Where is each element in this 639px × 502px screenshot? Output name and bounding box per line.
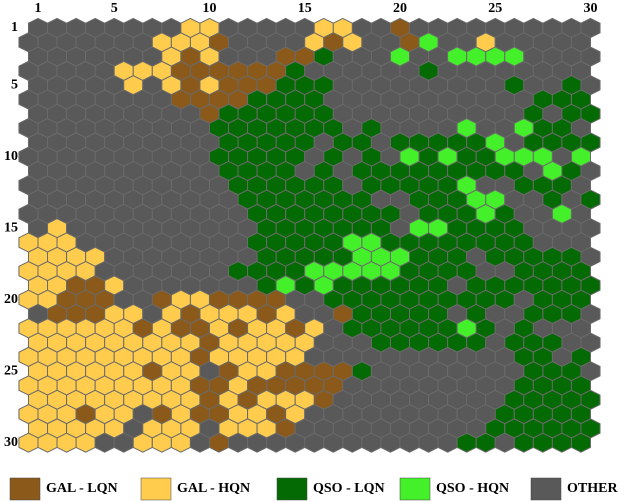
hex-cell bbox=[247, 432, 268, 453]
hex-cell bbox=[37, 432, 58, 453]
hex-cell bbox=[94, 432, 115, 453]
hex-cell bbox=[380, 432, 401, 453]
legend: GAL - LQN GAL - HQN QSO - LQN QSO - HQN OTHE… bbox=[9, 477, 618, 501]
hex-cell bbox=[170, 432, 191, 453]
x-tick-label: 1 bbox=[35, 1, 42, 16]
legend-label: GAL - HQN bbox=[177, 481, 250, 496]
x-tick-label: 10 bbox=[202, 1, 216, 16]
hex-cell bbox=[323, 432, 344, 453]
hex-cell bbox=[18, 432, 39, 453]
hex-cell bbox=[456, 432, 477, 453]
hex-cell bbox=[75, 432, 96, 453]
y-tick-label: 15 bbox=[4, 220, 18, 235]
legend-label: GAL - LQN bbox=[46, 481, 118, 496]
hex-cell bbox=[513, 432, 534, 453]
legend-swatch bbox=[399, 477, 431, 501]
hex-cell bbox=[570, 432, 591, 453]
legend-label: QSO - LQN bbox=[313, 481, 385, 496]
y-tick-label: 25 bbox=[4, 363, 18, 378]
hex-cell bbox=[494, 432, 515, 453]
y-tick-label: 10 bbox=[4, 149, 18, 164]
hex-cell bbox=[418, 432, 439, 453]
legend-swatch bbox=[530, 477, 562, 501]
hex-cell bbox=[113, 432, 134, 453]
hex-cell bbox=[304, 432, 325, 453]
x-tick-label: 15 bbox=[298, 1, 312, 16]
y-tick-label: 5 bbox=[11, 77, 18, 92]
x-tick-label: 25 bbox=[488, 1, 502, 16]
hex-cell bbox=[266, 432, 287, 453]
hex-cell bbox=[532, 432, 553, 453]
y-tick-label: 20 bbox=[4, 292, 18, 307]
legend-swatch bbox=[9, 477, 41, 501]
legend-swatch bbox=[140, 477, 172, 501]
hex-cell bbox=[132, 432, 153, 453]
legend-label: OTHER bbox=[567, 481, 618, 496]
hex-cell bbox=[228, 432, 249, 453]
hex-cell bbox=[151, 432, 172, 453]
legend-swatch bbox=[276, 477, 308, 501]
hex-cell bbox=[475, 432, 496, 453]
hex-grid bbox=[18, 17, 601, 453]
hex-cell bbox=[285, 432, 306, 453]
hex-cell bbox=[208, 432, 230, 453]
hex-cell bbox=[399, 432, 420, 453]
hex-cell bbox=[189, 432, 210, 453]
hex-cell bbox=[361, 432, 382, 453]
y-tick-label: 30 bbox=[4, 435, 18, 450]
hex-cell bbox=[342, 432, 363, 453]
x-tick-label: 30 bbox=[584, 1, 598, 16]
hex-cell bbox=[437, 432, 458, 453]
y-tick-label: 1 bbox=[11, 20, 18, 35]
hex-cell bbox=[551, 432, 572, 453]
x-tick-label: 5 bbox=[111, 1, 118, 16]
x-tick-label: 20 bbox=[393, 1, 407, 16]
hex-cell bbox=[56, 432, 77, 453]
legend-label: QSO - HQN bbox=[436, 481, 509, 496]
